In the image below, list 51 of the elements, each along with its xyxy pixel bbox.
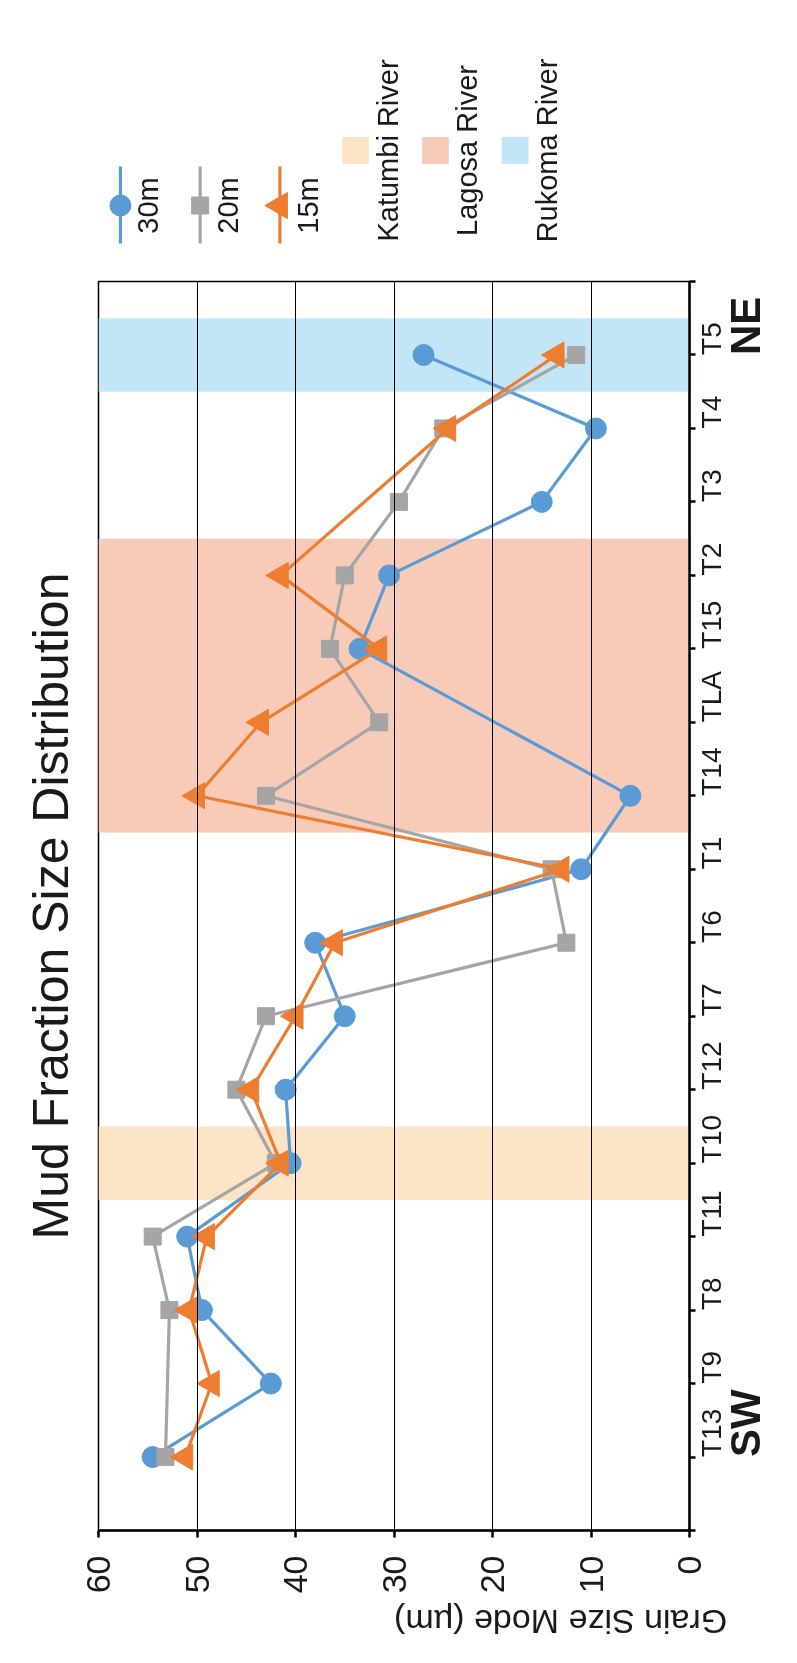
point xyxy=(156,1448,175,1467)
point xyxy=(570,858,593,881)
point xyxy=(259,1372,282,1395)
legend-label: Lagosa River xyxy=(451,64,484,236)
legend-label: Rukoma River xyxy=(530,58,563,243)
y-tick-label: T15 xyxy=(696,600,727,649)
point xyxy=(557,933,576,952)
point xyxy=(378,564,401,587)
y-tick-label: T4 xyxy=(696,395,727,429)
point xyxy=(619,784,642,807)
y-tick-label: T10 xyxy=(696,1114,727,1164)
x-tick-label: 40 xyxy=(276,1555,314,1594)
x-tick-label: 10 xyxy=(571,1555,610,1594)
y-tick-label: T12 xyxy=(696,1041,727,1090)
y-tick-label: T6 xyxy=(696,910,727,943)
y-tick-label: T8 xyxy=(696,1277,727,1311)
legend-label: Katumbi River xyxy=(371,59,404,242)
x-tick-label: 20 xyxy=(473,1555,511,1594)
point xyxy=(256,786,275,805)
y-tick-label: T3 xyxy=(696,469,727,502)
point xyxy=(320,639,339,658)
legend-label: 30m xyxy=(132,177,165,234)
point xyxy=(274,1078,297,1101)
y-tick-label: TLA xyxy=(696,670,727,723)
y-tick-label: T11 xyxy=(696,1190,727,1237)
point xyxy=(584,417,607,440)
point xyxy=(370,713,389,732)
point xyxy=(567,345,586,364)
point xyxy=(412,343,435,366)
x-axis-title: Grain Size Mode (µm) xyxy=(393,1603,728,1642)
point xyxy=(389,492,408,511)
y-tick-label: T7 xyxy=(696,983,727,1017)
y-tick-label: T9 xyxy=(696,1350,727,1384)
x-tick-label: 50 xyxy=(177,1555,216,1594)
text: Mud Fraction Size Distribution xyxy=(22,572,79,1240)
point xyxy=(143,1227,162,1246)
point xyxy=(530,490,553,513)
y-tick-label: T14 xyxy=(696,747,727,796)
x-tick-label: 60 xyxy=(79,1555,117,1594)
y-tick-label: T2 xyxy=(696,542,727,576)
y-tick-label: T1 xyxy=(696,836,727,870)
point xyxy=(160,1301,179,1320)
legend-label: 20m xyxy=(212,177,245,234)
point xyxy=(176,1225,199,1248)
point xyxy=(304,931,327,954)
point xyxy=(333,1005,356,1028)
legend-label: 15m xyxy=(291,177,324,234)
x-tick-label: 30 xyxy=(374,1555,413,1594)
point xyxy=(335,566,354,585)
point xyxy=(256,1007,275,1026)
x-tick-label: 0 xyxy=(670,1555,708,1575)
